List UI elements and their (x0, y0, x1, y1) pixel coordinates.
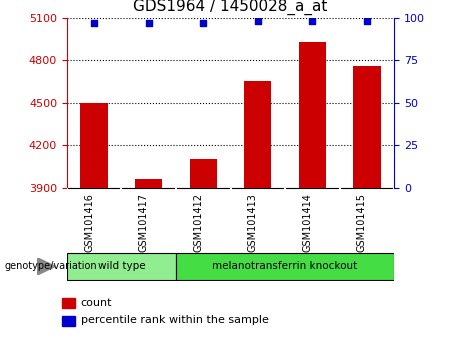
Text: GSM101416: GSM101416 (84, 193, 94, 252)
Text: count: count (81, 298, 112, 308)
Point (200, 20, 207, 25)
Point (254, 18, 261, 24)
Text: percentile rank within the sample: percentile rank within the sample (81, 315, 269, 325)
Bar (135, 179, 162, 188)
Point (309, 18, 316, 24)
Text: GSM101417: GSM101417 (139, 193, 148, 252)
Bar (81, 103, 108, 188)
Polygon shape (37, 258, 55, 275)
Bar (189, 159, 217, 188)
Bar (244, 81, 272, 188)
Text: GSM101415: GSM101415 (357, 193, 367, 252)
Bar (353, 66, 380, 188)
Point (90, 20, 98, 25)
Bar (299, 42, 326, 188)
Title: GDS1964 / 1450028_a_at: GDS1964 / 1450028_a_at (133, 0, 328, 15)
FancyBboxPatch shape (176, 253, 394, 280)
Text: GSM101412: GSM101412 (193, 193, 203, 252)
Text: GSM101413: GSM101413 (248, 193, 258, 252)
Point (145, 20, 152, 25)
Text: genotype/variation: genotype/variation (5, 261, 97, 272)
Point (363, 18, 371, 24)
FancyBboxPatch shape (67, 253, 176, 280)
Text: GSM101414: GSM101414 (302, 193, 313, 252)
Text: melanotransferrin knockout: melanotransferrin knockout (213, 261, 358, 271)
Text: wild type: wild type (98, 261, 145, 271)
